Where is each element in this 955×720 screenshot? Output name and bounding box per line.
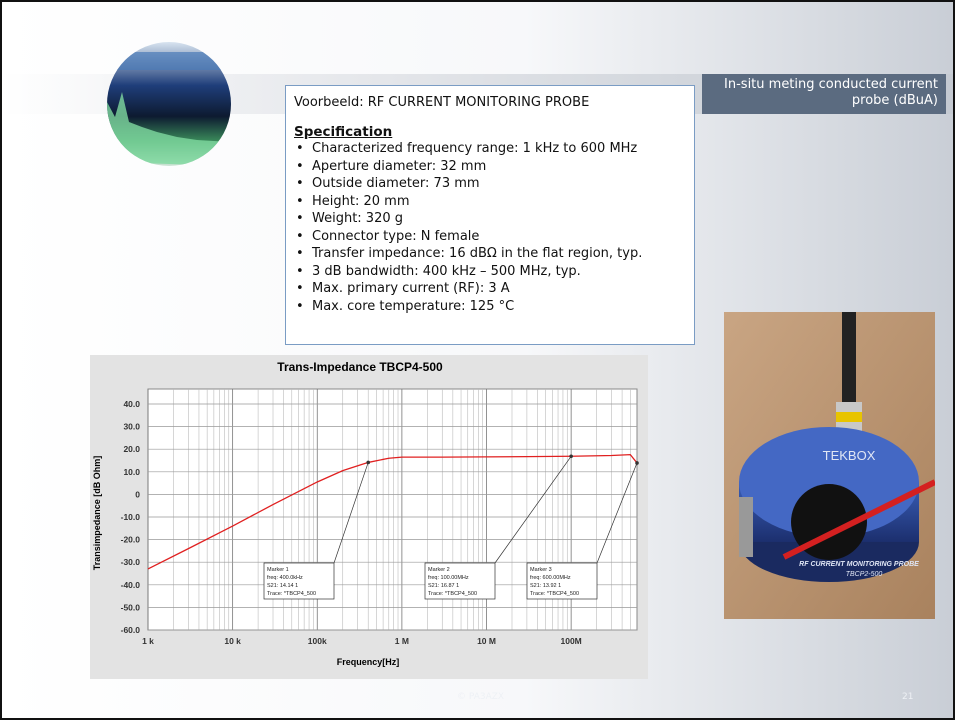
header-caption: In-situ meting conducted current probe (…: [702, 74, 946, 114]
photo-brand: TEKBOX: [823, 448, 876, 463]
chart: Trans-Impedance TBCP4-500 Frequency[Hz] …: [90, 355, 648, 679]
x-tick-label: 100k: [308, 636, 327, 646]
marker-text: Marker 2: [428, 567, 450, 573]
marker-text: Marker 3: [530, 567, 552, 573]
marker-text: S21: 16.87 1: [428, 583, 459, 589]
spec-box: Voorbeeld: RF CURRENT MONITORING PROBE S…: [285, 85, 695, 345]
footer-copyright: © PA3AZX: [457, 692, 504, 702]
marker-text: Trace: *TBCP4_500: [428, 591, 477, 597]
spec-heading: Specification: [294, 124, 686, 140]
marker-text: Marker 1: [267, 567, 289, 573]
x-tick-label: 10 M: [477, 636, 496, 646]
y-tick-label: 10.0: [123, 467, 140, 477]
y-tick-label: 20.0: [123, 444, 140, 454]
probe-photo: TEKBOX RF CURRENT MONITORING PROBE TBCP2…: [724, 312, 935, 619]
y-tick-label: -30.0: [121, 557, 141, 567]
spec-title: Voorbeeld: RF CURRENT MONITORING PROBE: [294, 95, 686, 110]
marker-point: [366, 461, 370, 465]
marker-text: freq: 100.00MHz: [428, 575, 469, 581]
x-tick-label: 1 k: [142, 636, 154, 646]
spec-item: Connector type: N female: [312, 228, 686, 246]
marker-point: [635, 461, 639, 465]
spec-item: Height: 20 mm: [312, 193, 686, 211]
y-tick-label: -10.0: [121, 512, 141, 522]
spec-item: Characterized frequency range: 1 kHz to …: [312, 140, 686, 158]
spec-item: Aperture diameter: 32 mm: [312, 158, 686, 176]
spec-item: Max. core temperature: 125 °C: [312, 298, 686, 316]
y-axis-label: Transimpedance [dB Ohm]: [92, 456, 102, 571]
spec-list: Characterized frequency range: 1 kHz to …: [294, 140, 686, 315]
marker-text: freq: 400.0kHz: [267, 575, 303, 581]
spec-item: Weight: 320 g: [312, 210, 686, 228]
marker-point: [569, 454, 573, 458]
y-tick-label: -60.0: [121, 625, 141, 635]
y-tick-label: -50.0: [121, 602, 141, 612]
marker-text: freq: 600.00MHz: [530, 575, 571, 581]
y-tick-label: -20.0: [121, 535, 141, 545]
marker-text: S21: 13.92 1: [530, 583, 561, 589]
x-tick-label: 1 M: [395, 636, 409, 646]
y-tick-label: 30.0: [123, 422, 140, 432]
marker-text: Trace: *TBCP4_500: [530, 591, 579, 597]
x-axis-label: Frequency[Hz]: [337, 657, 400, 667]
x-tick-label: 10 k: [224, 636, 241, 646]
marker-text: S21: 14.14 1: [267, 583, 298, 589]
y-tick-label: 40.0: [123, 399, 140, 409]
spec-item: Transfer impedance: 16 dBΩ in the flat r…: [312, 245, 686, 263]
marker-text: Trace: *TBCP4_500: [267, 591, 316, 597]
footer-page: 21: [902, 692, 913, 702]
spec-item: Max. primary current (RF): 3 A: [312, 280, 686, 298]
spec-item: Outside diameter: 73 mm: [312, 175, 686, 193]
photo-model: TBCP2-500: [846, 571, 883, 578]
spectrum-thumbnail: [107, 42, 231, 166]
slide: In-situ meting conducted current probe (…: [0, 0, 955, 720]
x-tick-label: 100M: [561, 636, 582, 646]
chart-title: Trans-Impedance TBCP4-500: [277, 360, 443, 374]
spec-item: 3 dB bandwidth: 400 kHz – 500 MHz, typ.: [312, 263, 686, 281]
y-tick-label: 0: [135, 489, 140, 499]
photo-label: RF CURRENT MONITORING PROBE: [799, 561, 919, 568]
y-tick-label: -40.0: [121, 580, 141, 590]
